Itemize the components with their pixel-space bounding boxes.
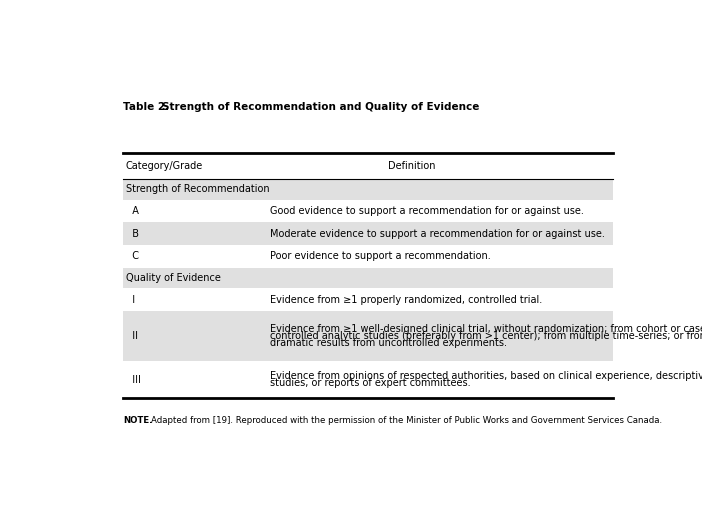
- Text: Poor evidence to support a recommendation.: Poor evidence to support a recommendatio…: [270, 251, 491, 261]
- Bar: [123, 268, 613, 288]
- Text: Evidence from opinions of respected authorities, based on clinical experience, d: Evidence from opinions of respected auth…: [270, 371, 702, 381]
- Text: II: II: [126, 331, 138, 341]
- Text: NOTE.: NOTE.: [123, 416, 152, 425]
- Text: Table 2.: Table 2.: [123, 102, 169, 112]
- Text: III: III: [126, 375, 140, 385]
- Text: C: C: [126, 251, 139, 261]
- Text: controlled analytic studies (preferably from >1 center); from multiple time-seri: controlled analytic studies (preferably …: [270, 331, 702, 341]
- Text: Moderate evidence to support a recommendation for or against use.: Moderate evidence to support a recommend…: [270, 229, 605, 239]
- Text: Category/Grade: Category/Grade: [126, 161, 203, 171]
- Bar: [123, 222, 613, 245]
- Text: Evidence from ≥1 properly randomized, controlled trial.: Evidence from ≥1 properly randomized, co…: [270, 295, 542, 305]
- Bar: [123, 179, 613, 200]
- Text: Quality of Evidence: Quality of Evidence: [126, 273, 220, 283]
- Text: Strength of Recommendation: Strength of Recommendation: [126, 184, 270, 194]
- Text: dramatic results from uncontrolled experiments.: dramatic results from uncontrolled exper…: [270, 338, 507, 348]
- Text: Adapted from [19]. Reproduced with the permission of the Minister of Public Work: Adapted from [19]. Reproduced with the p…: [152, 416, 663, 425]
- Bar: [123, 311, 613, 361]
- Text: A: A: [126, 206, 139, 216]
- Text: I: I: [126, 295, 135, 305]
- Text: studies, or reports of expert committees.: studies, or reports of expert committees…: [270, 378, 470, 388]
- Text: Good evidence to support a recommendation for or against use.: Good evidence to support a recommendatio…: [270, 206, 584, 216]
- Text: B: B: [126, 229, 139, 239]
- Text: Strength of Recommendation and Quality of Evidence: Strength of Recommendation and Quality o…: [162, 102, 479, 112]
- Text: Evidence from ≥1 well-designed clinical trial, without randomization; from cohor: Evidence from ≥1 well-designed clinical …: [270, 324, 702, 334]
- Text: Definition: Definition: [388, 161, 436, 171]
